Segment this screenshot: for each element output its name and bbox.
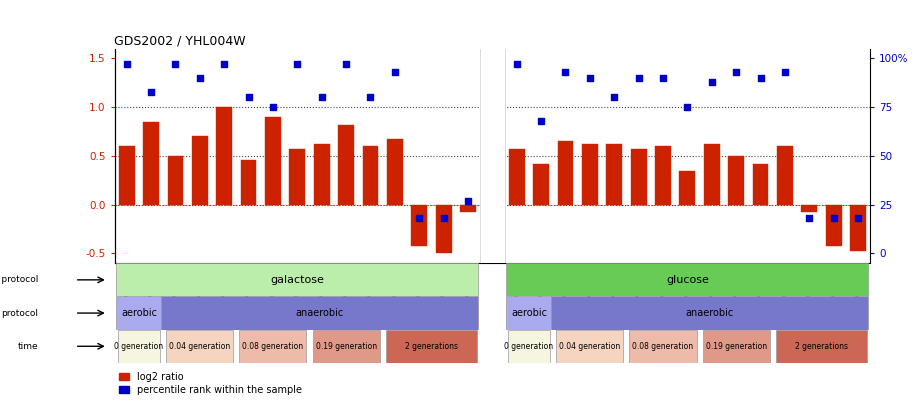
- Bar: [241, 160, 256, 205]
- Bar: [507, 330, 551, 363]
- Point: [534, 117, 549, 124]
- Bar: [606, 144, 622, 205]
- Bar: [551, 296, 868, 330]
- Bar: [116, 263, 478, 296]
- Point: [631, 75, 646, 81]
- Text: glucose: glucose: [666, 275, 709, 285]
- Bar: [239, 330, 307, 363]
- Point: [241, 94, 256, 100]
- Bar: [850, 205, 866, 251]
- Text: 2 generations: 2 generations: [405, 342, 458, 351]
- Bar: [167, 330, 234, 363]
- Point: [192, 75, 207, 81]
- Bar: [116, 296, 161, 330]
- Point: [509, 61, 524, 68]
- Point: [753, 75, 768, 81]
- Bar: [728, 156, 744, 205]
- Point: [387, 69, 402, 75]
- Bar: [703, 144, 720, 205]
- Bar: [631, 149, 647, 205]
- Bar: [508, 149, 525, 205]
- Bar: [556, 330, 624, 363]
- Text: 0 generation: 0 generation: [114, 342, 163, 351]
- Point: [583, 75, 597, 81]
- Bar: [629, 330, 696, 363]
- Point: [802, 215, 816, 222]
- Bar: [312, 330, 379, 363]
- Point: [607, 94, 622, 100]
- Point: [729, 69, 744, 75]
- Bar: [825, 205, 842, 246]
- Point: [778, 69, 792, 75]
- Point: [436, 215, 451, 222]
- Point: [826, 215, 841, 222]
- Point: [144, 88, 158, 95]
- Point: [851, 215, 866, 222]
- Text: protocol: protocol: [2, 309, 38, 318]
- Text: aerobic: aerobic: [121, 308, 157, 318]
- Text: anaerobic: anaerobic: [686, 308, 734, 318]
- Bar: [655, 146, 671, 205]
- Bar: [411, 205, 427, 246]
- Text: growth protocol: growth protocol: [0, 275, 38, 284]
- Bar: [460, 205, 476, 211]
- Point: [290, 61, 305, 68]
- Bar: [363, 146, 378, 205]
- Bar: [533, 164, 549, 205]
- Point: [363, 94, 377, 100]
- Text: 0.19 generation: 0.19 generation: [705, 342, 767, 351]
- Bar: [386, 330, 477, 363]
- Bar: [480, 49, 505, 263]
- Text: 0.08 generation: 0.08 generation: [243, 342, 303, 351]
- Bar: [507, 263, 868, 296]
- Bar: [558, 141, 573, 205]
- Bar: [387, 139, 403, 205]
- Text: 0.19 generation: 0.19 generation: [315, 342, 376, 351]
- Bar: [161, 296, 478, 330]
- Point: [680, 104, 694, 111]
- Bar: [265, 117, 281, 205]
- Legend: log2 ratio, percentile rank within the sample: log2 ratio, percentile rank within the s…: [119, 372, 302, 395]
- Point: [169, 61, 183, 68]
- Text: time: time: [17, 342, 38, 351]
- Bar: [117, 330, 160, 363]
- Bar: [143, 122, 159, 205]
- Text: 0.04 generation: 0.04 generation: [560, 342, 620, 351]
- Bar: [777, 146, 793, 205]
- Point: [119, 61, 134, 68]
- Bar: [289, 149, 305, 205]
- Point: [412, 215, 427, 222]
- Point: [656, 75, 671, 81]
- Bar: [119, 146, 135, 205]
- Point: [339, 61, 354, 68]
- Point: [314, 94, 329, 100]
- Text: 0 generation: 0 generation: [505, 342, 553, 351]
- Bar: [802, 205, 817, 211]
- Bar: [507, 296, 551, 330]
- Text: anaerobic: anaerobic: [296, 308, 344, 318]
- Bar: [314, 144, 330, 205]
- Bar: [338, 125, 354, 205]
- Point: [704, 79, 719, 85]
- Bar: [216, 107, 232, 205]
- Text: 2 generations: 2 generations: [795, 342, 848, 351]
- Bar: [168, 156, 183, 205]
- Point: [558, 69, 572, 75]
- Bar: [753, 164, 769, 205]
- Bar: [776, 330, 867, 363]
- Bar: [582, 144, 598, 205]
- Text: GDS2002 / YHL004W: GDS2002 / YHL004W: [114, 34, 246, 47]
- Text: aerobic: aerobic: [511, 308, 547, 318]
- Bar: [680, 171, 695, 205]
- Point: [461, 198, 475, 204]
- Text: 0.04 generation: 0.04 generation: [169, 342, 231, 351]
- Bar: [703, 330, 769, 363]
- Bar: [191, 136, 208, 205]
- Point: [217, 61, 232, 68]
- Text: 0.08 generation: 0.08 generation: [632, 342, 693, 351]
- Bar: [436, 205, 452, 254]
- Text: galactose: galactose: [270, 275, 324, 285]
- Point: [266, 104, 280, 111]
